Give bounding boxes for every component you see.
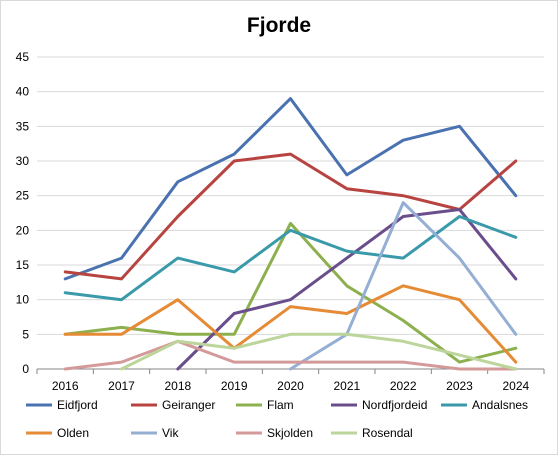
y-axis-ticks: 0 5 10 15 20 25 30 35 40 45 (16, 50, 30, 376)
legend-item-geiranger: Geiranger (131, 398, 215, 412)
x-tick-label: 2016 (52, 379, 79, 393)
series-line-nordfjordeid (176, 208, 518, 371)
y-tick-label: 10 (16, 293, 30, 307)
legend-item-andalsnes: Andalsnes (441, 398, 528, 412)
legend-item-vik: Vik (131, 426, 179, 440)
x-tick-label: 2021 (333, 379, 360, 393)
legend: Eidfjord Geiranger Flam Nordfjordeid Andalsn… (26, 398, 528, 440)
series-line-rosendal (120, 332, 518, 371)
series-line-geiranger (63, 152, 518, 281)
legend-label: Rosendal (362, 426, 413, 440)
series-line-skjolden (63, 339, 518, 371)
series-line-olden (63, 284, 518, 364)
legend-item-nordfjordeid: Nordfjordeid (331, 398, 427, 412)
legend-item-skjolden: Skjolden (236, 426, 313, 440)
y-tick-label: 0 (22, 362, 29, 376)
grid-lines (37, 56, 544, 370)
y-tick-label: 45 (16, 50, 30, 64)
legend-label: Flam (267, 398, 294, 412)
legend-label: Geiranger (162, 398, 215, 412)
x-tick-label: 2019 (221, 379, 248, 393)
x-tick-label: 2017 (108, 379, 135, 393)
legend-item-eidfjord: Eidfjord (26, 398, 98, 412)
y-tick-label: 15 (16, 258, 30, 272)
x-tick-label: 2023 (446, 379, 473, 393)
legend-label: Nordfjordeid (362, 398, 427, 412)
y-tick-label: 30 (16, 154, 30, 168)
y-tick-label: 25 (16, 189, 30, 203)
series-line-andalsnes (63, 215, 518, 302)
series-line-vik (289, 201, 518, 371)
x-tick-label: 2022 (390, 379, 417, 393)
legend-label: Olden (57, 426, 89, 440)
legend-label: Andalsnes (472, 398, 528, 412)
series-line-flam (63, 221, 518, 364)
y-tick-label: 20 (16, 223, 30, 237)
legend-label: Vik (162, 426, 179, 440)
legend-item-olden: Olden (26, 426, 89, 440)
legend-label: Skjolden (267, 426, 313, 440)
legend-label: Eidfjord (57, 398, 98, 412)
legend-item-flam: Flam (236, 398, 294, 412)
x-tick-label: 2024 (502, 379, 529, 393)
chart-title: Fjorde (247, 14, 311, 37)
y-tick-label: 5 (22, 327, 29, 341)
y-tick-label: 35 (16, 119, 30, 133)
x-axis-ticks: 2016 2017 2018 2019 2020 2021 2022 2023 2024 (36, 369, 545, 393)
x-tick-label: 2020 (277, 379, 304, 393)
y-tick-label: 40 (16, 85, 30, 99)
series-lines (63, 97, 518, 371)
series-line-eidfjord (63, 97, 518, 281)
legend-item-rosendal: Rosendal (331, 426, 413, 440)
x-tick-label: 2018 (164, 379, 191, 393)
